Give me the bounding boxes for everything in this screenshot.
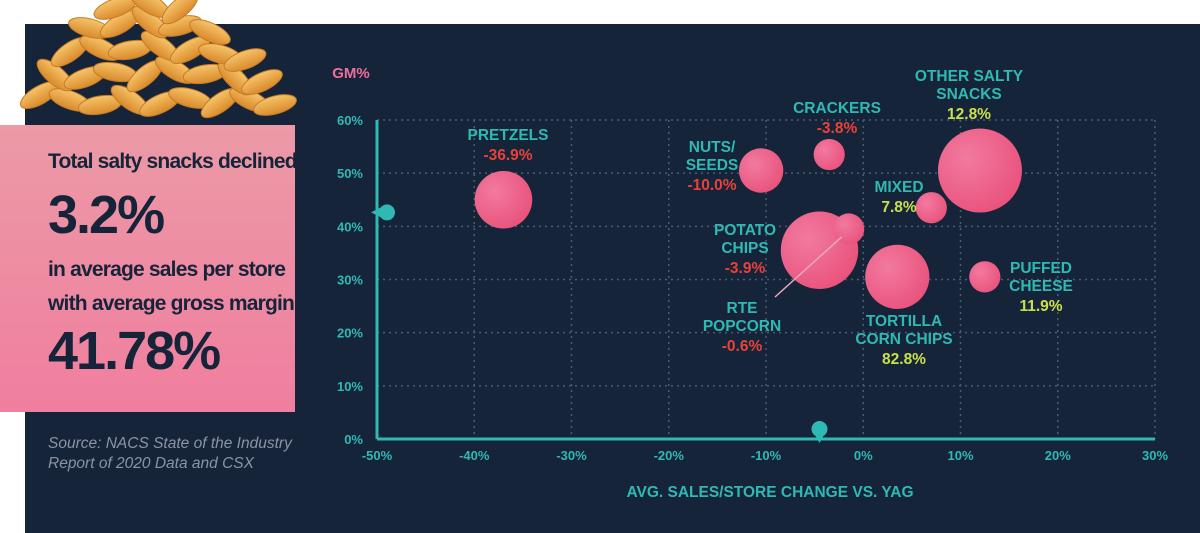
labels: PRETZELS -36.9% NUTS/SEEDS -10.0% CRACKERS -3… xyxy=(468,68,1073,368)
point-name-label: MIXED xyxy=(874,179,923,196)
point-name-label: TORTILLA CORN CHIPS xyxy=(855,313,952,348)
point-change-label: 7.8% xyxy=(881,199,917,216)
summary-line-3: with average gross margin of xyxy=(48,292,318,315)
cheese-puff xyxy=(161,0,199,25)
bubble-crackers xyxy=(813,138,845,171)
y-tick-label: 50% xyxy=(337,166,363,181)
point-name-line: SNACKS xyxy=(936,86,1001,103)
x-axis-marker-tip xyxy=(814,434,825,443)
point-name-line: NUTS/ xyxy=(689,139,736,156)
summary-line-1: Total salty snacks declined xyxy=(48,150,298,173)
point-change-label: -3.8% xyxy=(817,120,858,137)
point-name-label: PRETZELS xyxy=(468,127,549,144)
x-tick-label: 0% xyxy=(854,448,873,463)
y-axis-marker-tip xyxy=(371,207,381,218)
rte-popcorn-leader-line xyxy=(774,236,843,298)
point-change-label: 11.9% xyxy=(1019,298,1062,315)
y-tick-label: 0% xyxy=(344,432,363,447)
y-tick-label: 10% xyxy=(337,379,363,394)
bubble-nuts-seeds xyxy=(738,148,784,193)
point-name-label: RTE POPCORN xyxy=(703,300,781,335)
point-name-label: NUTS/SEEDS xyxy=(686,139,739,174)
point-name-line: POTATO xyxy=(714,222,776,239)
point-name-line: RTE xyxy=(727,300,758,317)
y-tick-label: 40% xyxy=(337,219,363,234)
point-name-line: PRETZELS xyxy=(468,127,549,144)
point-change-label: 82.8% xyxy=(882,351,926,368)
cheese-puff xyxy=(253,94,297,116)
bubble-puffed-cheese xyxy=(969,261,1001,293)
summary-big-margin: 41.78% xyxy=(48,321,221,381)
summary-box xyxy=(0,125,295,412)
point-name-line: CHEESE xyxy=(1009,278,1073,295)
point-name-line: CHIPS xyxy=(721,240,768,257)
x-axis-marker xyxy=(811,421,828,437)
point-name-line: CORN CHIPS xyxy=(855,331,952,348)
x-tick-label: 20% xyxy=(1045,448,1071,463)
point-change-label: -3.9% xyxy=(725,260,766,277)
y-axis-title: GM% xyxy=(332,65,370,82)
bubble-pretzels xyxy=(474,170,533,229)
y-tick-label: 60% xyxy=(337,113,363,128)
bubble-tortilla-corn-chips xyxy=(865,244,930,309)
bubble-other-salty-snacks xyxy=(937,128,1022,213)
point-name-line: PUFFED xyxy=(1010,260,1072,277)
point-change-label: 12.8% xyxy=(947,106,991,123)
summary-line-2: in average sales per store xyxy=(48,258,286,281)
point-name-label: CRACKERS xyxy=(793,100,881,117)
x-tick-label: -40% xyxy=(459,448,490,463)
point-name-line: MIXED xyxy=(874,179,923,196)
point-name-line: SEEDS xyxy=(686,157,739,174)
bubble-mixed xyxy=(915,192,947,224)
x-tick-label: 10% xyxy=(947,448,973,463)
x-tick-label: -20% xyxy=(654,448,685,463)
grid xyxy=(377,119,1156,439)
point-name-line: TORTILLA xyxy=(866,313,942,330)
point-change-label: -0.6% xyxy=(722,338,763,355)
bubbles xyxy=(371,128,1022,443)
point-change-label: -36.9% xyxy=(483,147,532,164)
summary-big-percent: 3.2% xyxy=(48,185,165,245)
point-change-label: -10.0% xyxy=(687,177,736,194)
point-name-line: OTHER SALTY xyxy=(915,68,1024,85)
y-tick-label: 20% xyxy=(337,326,363,341)
cheese-puff xyxy=(223,48,267,72)
cheese-puffs-image xyxy=(19,0,297,119)
x-axis-title: AVG. SALES/STORE CHANGE VS. YAG xyxy=(626,484,913,501)
point-name-label: OTHER SALTY SNACKS xyxy=(915,68,1024,103)
axes: 0% 10% 20% 30% 40% 50% 60% -50% -40% -30% -20% -10%… xyxy=(332,65,1168,501)
y-axis-marker xyxy=(379,204,395,221)
point-name-label: POTATO CHIPS xyxy=(714,222,776,257)
source-note: Source: NACS State of the Industry Repor… xyxy=(48,435,292,472)
x-tick-label: 30% xyxy=(1142,448,1168,463)
x-tick-label: -10% xyxy=(751,448,782,463)
y-tick-label: 30% xyxy=(337,273,363,288)
x-tick-label: -30% xyxy=(556,448,587,463)
point-name-label: PUFFED CHEESE xyxy=(1009,260,1073,295)
x-tick-label: -50% xyxy=(362,448,393,463)
point-name-line: POPCORN xyxy=(703,318,781,335)
cheese-puff xyxy=(189,19,231,45)
point-name-line: CRACKERS xyxy=(793,100,881,117)
cheese-puff xyxy=(241,69,283,95)
